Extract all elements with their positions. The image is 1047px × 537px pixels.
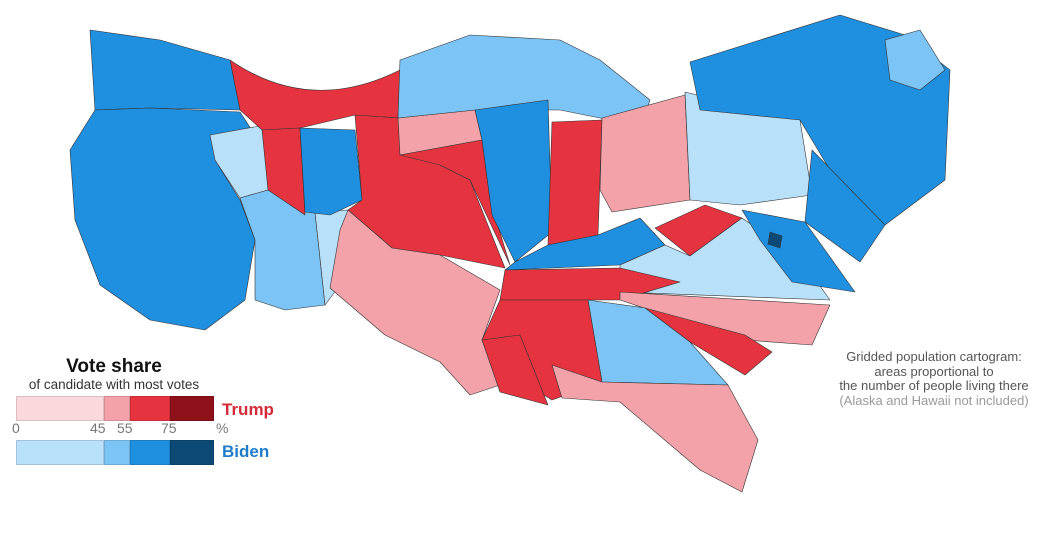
legend-title: Vote share: [66, 356, 162, 377]
trump-label: Trump: [222, 400, 274, 419]
legend-subtitle: of candidate with most votes: [28, 377, 200, 392]
region-louisiana: [481, 334, 549, 406]
tick-percent: %: [216, 420, 229, 436]
note-line-2: areas proportional to: [874, 363, 994, 379]
note-line-4: (Alaska and Hawaii not included): [839, 392, 1029, 408]
region-tennessee: [499, 267, 681, 301]
region-new-england: [884, 29, 946, 91]
biden-swatch-55-75: [130, 440, 170, 465]
biden-swatch-75-100: [170, 440, 214, 465]
region-colorado: [299, 127, 363, 216]
cartogram-note: Gridded population cartogram: areas prop…: [820, 349, 1047, 408]
biden-scale-bar: [16, 440, 214, 465]
tick-75: 75: [161, 420, 177, 436]
trump-swatch-75-100: [170, 396, 214, 421]
region-maryland-dc: [741, 209, 856, 293]
note-line-3: the number of people living there: [839, 378, 1029, 393]
biden-label: Biden: [222, 442, 270, 461]
tick-45: 45: [90, 420, 106, 436]
trump-swatch-55-75: [130, 396, 170, 421]
region-texas: [329, 209, 501, 396]
region-pacific-northwest: [89, 29, 241, 111]
region-northeast: [689, 14, 951, 226]
trump-scale-bar: [16, 396, 214, 421]
note-line-1: Gridded population cartogram:: [846, 349, 1022, 364]
region-dc: [767, 231, 783, 249]
tick-55: 55: [117, 420, 133, 436]
biden-swatch-0-45: [16, 440, 104, 465]
state-regions: [69, 14, 951, 493]
trump-swatch-45-55: [104, 396, 130, 421]
region-idaho-utah: [261, 127, 306, 216]
trump-swatch-0-45: [16, 396, 104, 421]
region-ohio: [599, 94, 691, 213]
tick-0: 0: [12, 420, 20, 436]
region-indiana: [547, 119, 603, 246]
region-florida: [551, 364, 759, 493]
region-new-jersey: [804, 149, 886, 263]
region-california: [69, 107, 256, 331]
biden-swatch-45-55: [104, 440, 130, 465]
region-northern-plains: [229, 59, 401, 131]
